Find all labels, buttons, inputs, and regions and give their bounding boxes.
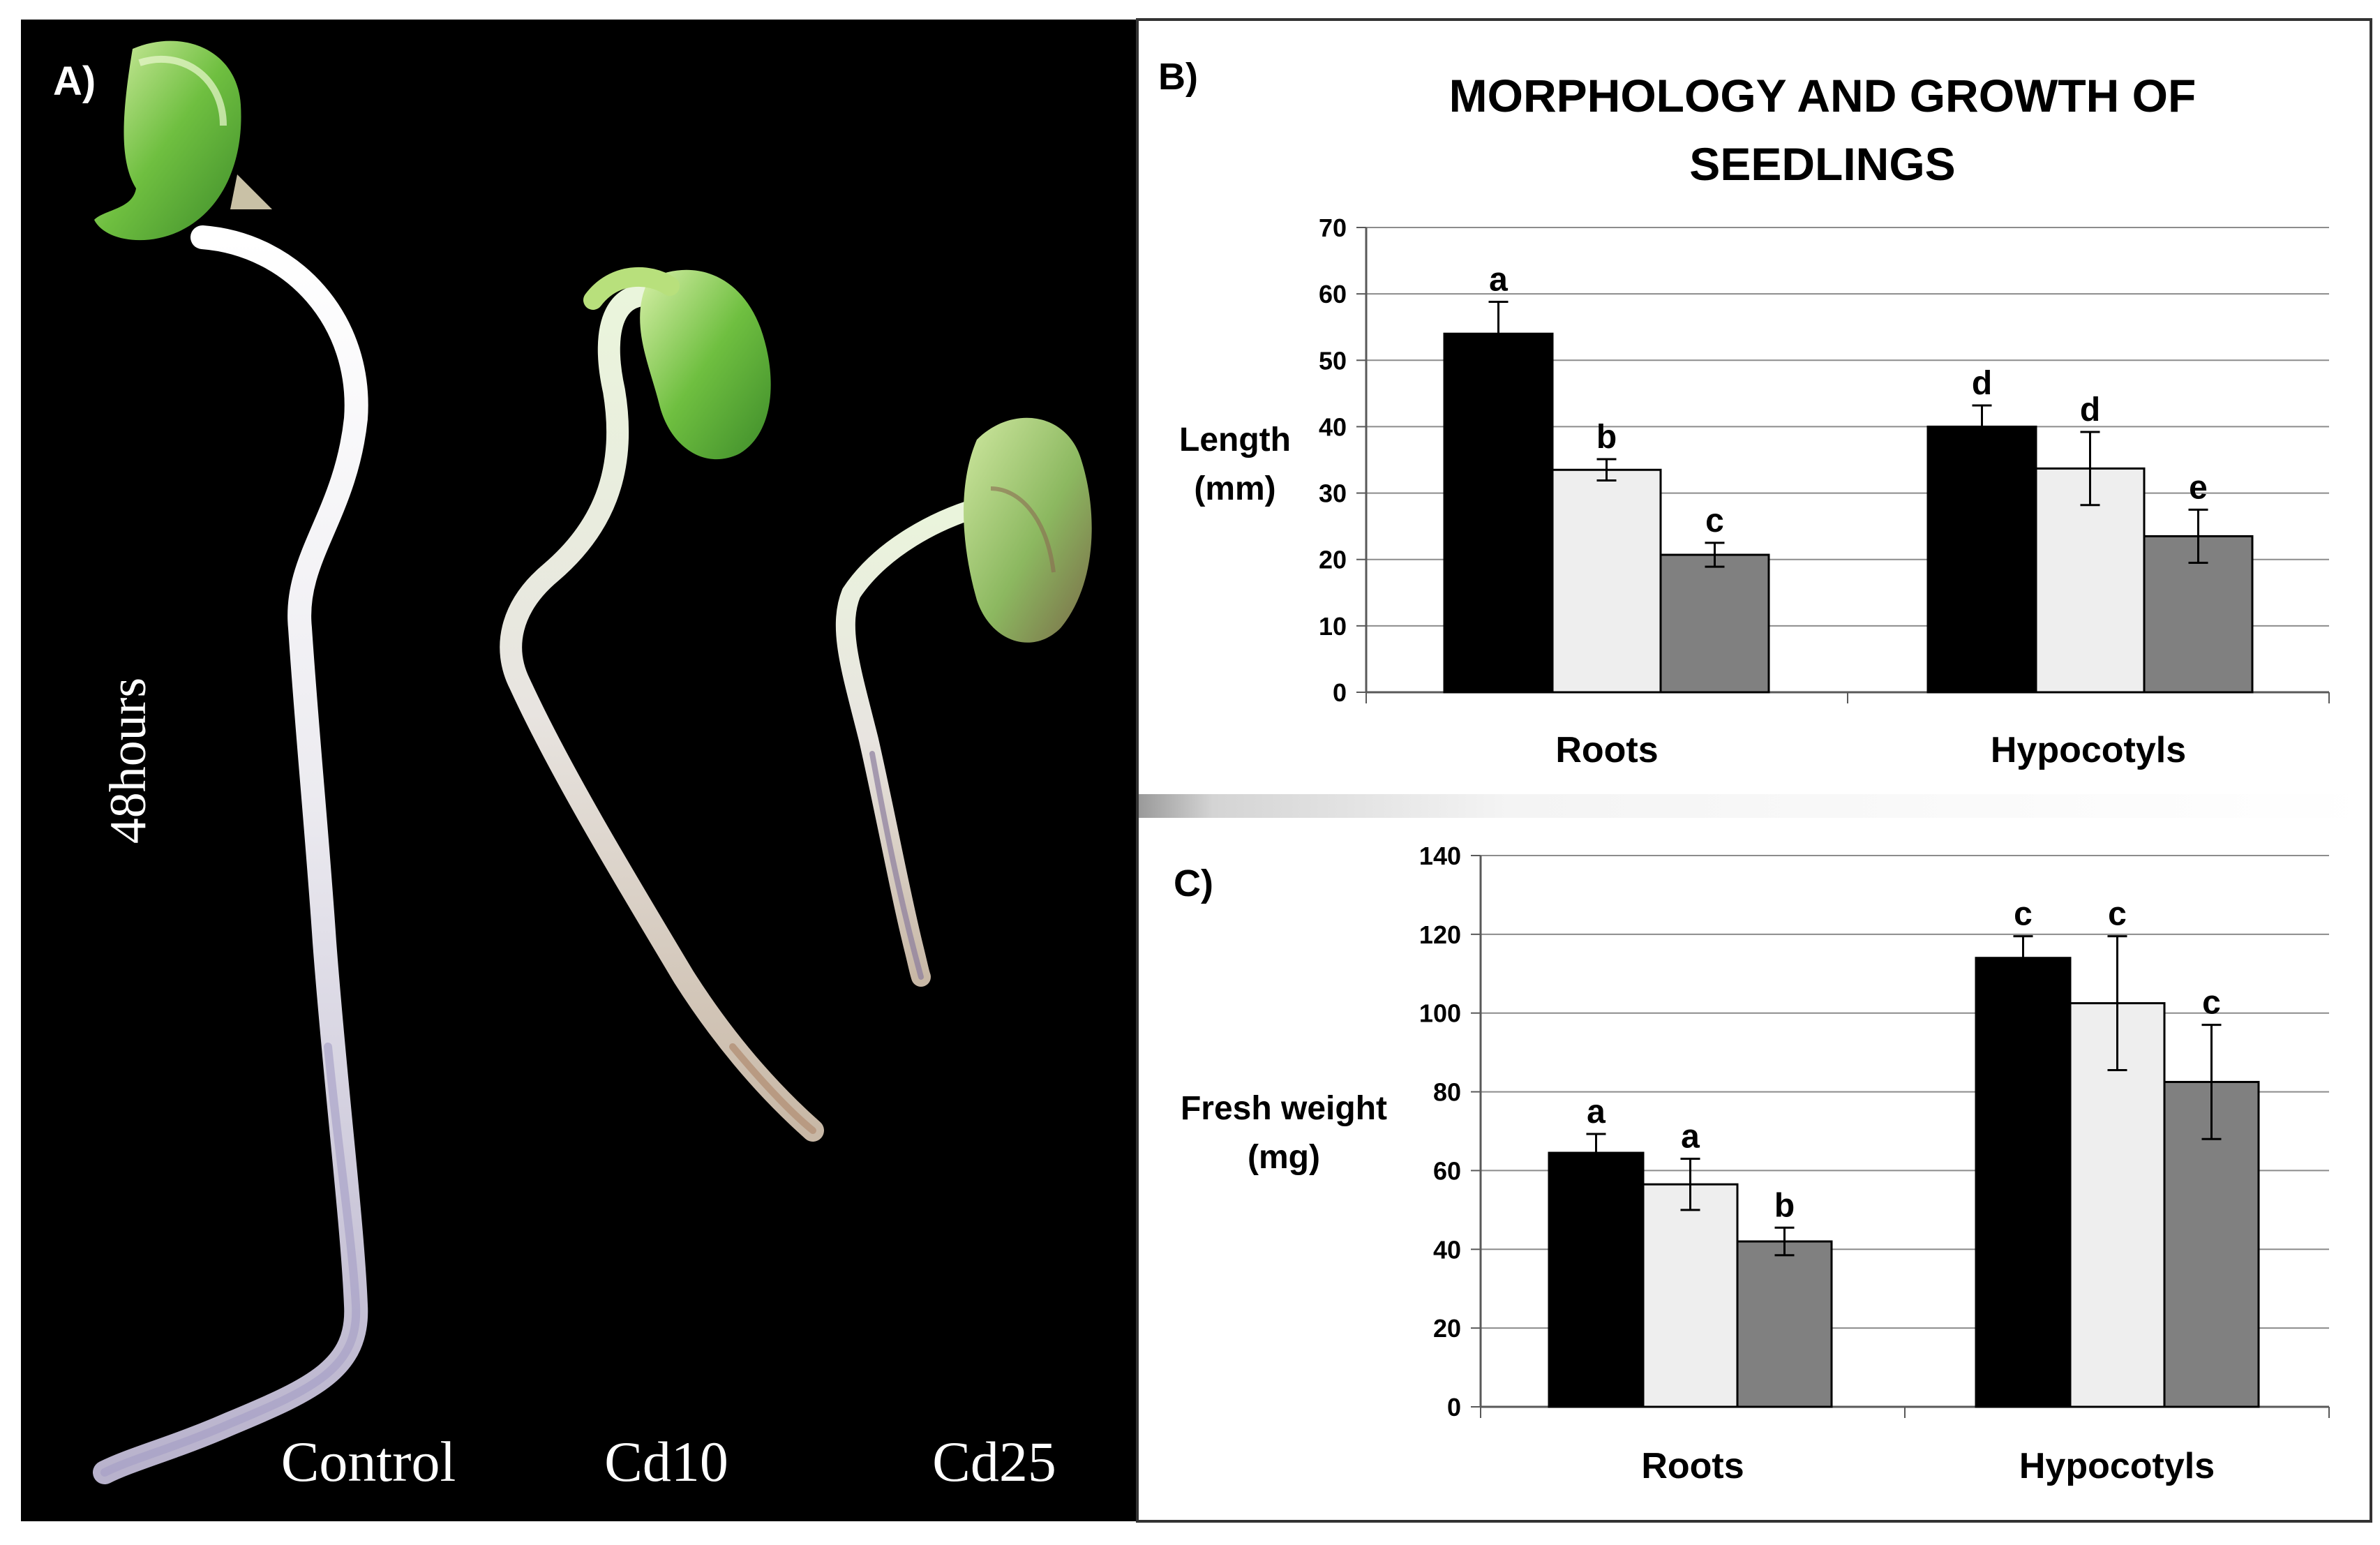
- panel-divider: [1139, 794, 2370, 818]
- chart-b-ytick-label: 60: [1319, 280, 1347, 308]
- chart-c-significance-letter: c: [2108, 896, 2127, 933]
- chart-b-ytick-label: 40: [1319, 412, 1347, 441]
- chart-b-ytick-label: 10: [1319, 612, 1347, 641]
- chart-c-bar-cd25-roots: [1736, 1240, 1833, 1408]
- chart-c-significance-letter: c: [2202, 985, 2221, 1022]
- panel-a-photo: A) 48hours Control Cd10 Cd25: [21, 20, 1137, 1521]
- chart-c-significance-letter: a: [1587, 1094, 1606, 1130]
- chart-c-ytick-label: 40: [1433, 1235, 1461, 1264]
- chart-c-ytick-label: 60: [1433, 1156, 1461, 1185]
- chart-c-ylabel-unit: (mg): [1248, 1139, 1320, 1176]
- chart-c-ytick-label: 120: [1419, 920, 1461, 949]
- chart-c-ylabel: Fresh weight: [1181, 1090, 1387, 1127]
- chart-b-ylabel: Length: [1179, 421, 1291, 458]
- chart-c-category-label-roots: Roots: [1641, 1446, 1744, 1486]
- chart-c-significance-letter: a: [1681, 1119, 1700, 1156]
- chart-b-significance-letter: d: [1972, 365, 1992, 402]
- chart-c-significance-letter: b: [1774, 1187, 1795, 1224]
- seedling-label-cd10: Cd10: [604, 1430, 728, 1493]
- chart-c-bar-control-hypocotyls: [1975, 957, 2072, 1408]
- chart-c: C) Fresh weight (mg) 0 20 40 60 80 100 120 140 a…: [1174, 842, 2330, 1486]
- cd10-cotyledon: [640, 269, 771, 460]
- chart-b-significance-letter: d: [2080, 391, 2100, 428]
- chart-b-bar-cd10-roots: [1551, 468, 1662, 694]
- right-panels-frame: [1136, 18, 2372, 1523]
- chart-b-ytick-label: 70: [1319, 214, 1347, 242]
- control-seedling: [93, 40, 368, 1484]
- chart-b-title-line2: SEEDLINGS: [1689, 138, 1955, 190]
- chart-b-title: MORPHOLOGY AND GROWTH OF: [1449, 70, 2196, 121]
- seedling-label-cd25: Cd25: [932, 1430, 1056, 1493]
- chart-b-ylabel-unit: (mm): [1194, 470, 1275, 507]
- chart-b-significance-letter: c: [1705, 502, 1724, 539]
- cd10-seedling: [500, 267, 824, 1142]
- chart-b-ytick-label: 30: [1319, 479, 1347, 508]
- chart-b-bar-control-roots: [1443, 332, 1554, 694]
- chart-c-bar-control-roots: [1548, 1151, 1645, 1408]
- chart-b-bar-cd25-roots: [1659, 553, 1770, 694]
- chart-c-ytick-label: 100: [1419, 999, 1461, 1028]
- chart-c-ytick-label: 140: [1419, 842, 1461, 870]
- seedling-label-control: Control: [281, 1430, 456, 1493]
- chart-b-bar-control-hypocotyls: [1926, 425, 2037, 694]
- cd25-cotyledon: [964, 417, 1092, 643]
- photo-background: [21, 20, 1137, 1521]
- chart-b-ytick-label: 0: [1333, 678, 1347, 707]
- chart-c-ytick-label: 80: [1433, 1078, 1461, 1107]
- panel-a-label: A): [53, 59, 96, 104]
- chart-c-significance-letter: c: [2014, 896, 2033, 933]
- chart-c-plot: 0 20 40 60 80 100 120 140 a a b Roots c c c Hypocotyls: [1419, 842, 2330, 1486]
- cd10-root: [500, 284, 824, 1142]
- chart-b-panel-label: B): [1158, 56, 1198, 98]
- chart-b-plot: 0 10 20 30 40 50 60 70 a b c Roots d d e Hypocotyls: [1319, 214, 2330, 770]
- chart-b-category-label-roots: Roots: [1555, 730, 1658, 770]
- chart-b-ytick-label: 50: [1319, 346, 1347, 375]
- cd25-seedling: [835, 417, 1092, 987]
- control-cotyledon: [94, 40, 241, 241]
- chart-b-significance-letter: a: [1489, 262, 1508, 299]
- chart-b-significance-letter: b: [1596, 419, 1617, 456]
- chart-c-ytick-label: 0: [1447, 1393, 1461, 1421]
- chart-c-panel-label: C): [1174, 863, 1213, 904]
- chart-b-significance-letter: e: [2189, 469, 2208, 506]
- chart-b-category-label-hypocotyls: Hypocotyls: [1991, 730, 2186, 770]
- chart-c-ytick-label: 20: [1433, 1314, 1461, 1343]
- chart-c-bar-cd10-roots: [1642, 1183, 1739, 1408]
- chart-b-ytick-label: 20: [1319, 546, 1347, 574]
- chart-c-category-label-hypocotyls: Hypocotyls: [2019, 1446, 2215, 1486]
- time-label: 48hours: [100, 678, 157, 844]
- chart-b: B) MORPHOLOGY AND GROWTH OF SEEDLINGS Le…: [1158, 56, 2330, 770]
